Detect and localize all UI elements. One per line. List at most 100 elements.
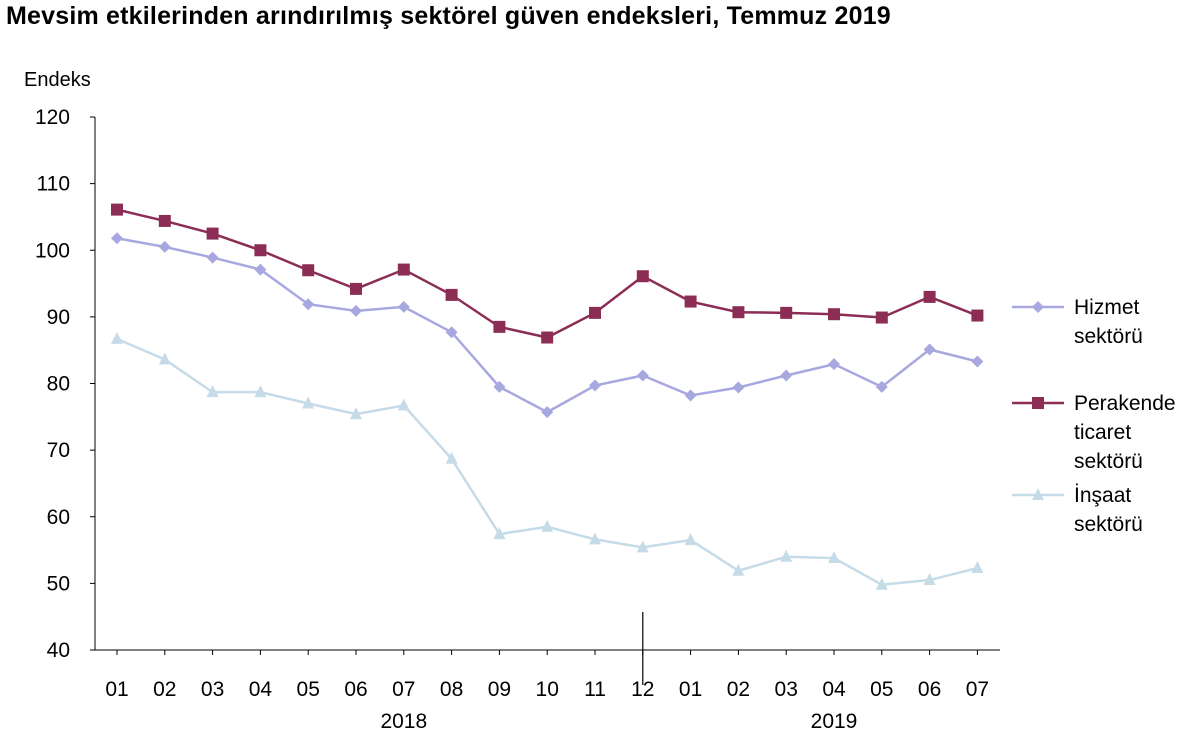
data-point-2 [971,561,984,574]
legend-label-1: sektörü [1074,450,1143,473]
data-point-0 [206,251,219,264]
data-point-1 [971,309,984,322]
legend-marker-2 [1032,488,1044,500]
data-point-1 [828,308,840,321]
x-tick-label: 05 [297,678,320,701]
x-tick-label: 12 [631,678,654,701]
data-point-2 [158,352,171,365]
x-year-label: 2019 [811,710,858,733]
data-point-0 [780,369,793,382]
data-point-1 [636,270,649,283]
data-point-0 [302,298,315,311]
data-point-0 [589,379,601,392]
x-tick-label: 11 [584,678,606,701]
data-point-1 [923,290,936,303]
data-point-2 [684,533,697,546]
data-point-2 [111,331,123,344]
legend-label-2: sektörü [1074,513,1143,536]
x-tick-label: 08 [440,678,463,701]
data-point-1 [493,320,506,333]
data-point-0 [445,326,458,339]
data-point-1 [158,214,171,227]
data-point-1 [397,263,410,276]
legend-label-0: Hizmet [1074,296,1140,319]
data-point-2 [875,577,888,590]
y-tick-label: 60 [47,506,70,529]
x-tick-label: 09 [488,678,511,701]
x-tick-label: 06 [918,678,941,701]
legend-label-2: İnşaat [1074,484,1131,507]
data-point-2 [206,385,219,398]
y-tick-label: 70 [47,439,70,462]
data-point-1 [875,311,888,324]
data-point-1 [732,306,745,319]
data-point-2 [636,540,649,553]
x-tick-label: 01 [679,678,702,701]
data-point-0 [254,263,267,276]
chart-title: Mevsim etkilerinden arındırılmış sektöre… [6,2,891,30]
data-point-1 [780,306,793,319]
legend-label-1: ticaret [1074,421,1131,444]
y-tick-label: 100 [35,239,70,262]
legend-marker-0 [1032,301,1044,313]
y-axis-label: Endeks [24,69,91,91]
x-tick-label: 02 [727,678,750,701]
x-tick-label: 07 [392,678,415,701]
data-point-2 [589,532,601,545]
series-line-1 [116,208,978,339]
x-tick-label: 04 [822,678,846,701]
y-tick-label: 120 [35,106,70,129]
data-point-1 [541,331,554,344]
legend-marker-1 [1032,397,1044,409]
x-tick-label: 06 [344,678,367,701]
x-tick-label: 02 [153,678,176,701]
data-point-0 [493,380,506,393]
data-point-1 [684,295,697,308]
data-point-0 [158,240,171,253]
x-tick-label: 03 [201,678,224,701]
series-line-2 [116,337,978,586]
data-point-1 [206,227,219,240]
data-point-0 [923,343,936,356]
data-point-2 [302,396,315,409]
data-point-2 [732,563,745,576]
x-year-label: 2018 [380,710,427,733]
y-tick-label: 110 [37,173,70,196]
y-tick-label: 40 [47,639,70,662]
data-point-2 [493,527,506,540]
x-tick-label: 10 [536,678,559,701]
data-point-2 [350,407,362,420]
data-point-2 [780,549,793,562]
data-point-0 [397,300,410,313]
data-point-2 [445,451,458,464]
data-point-0 [732,381,745,394]
data-point-0 [684,389,697,402]
y-tick-label: 50 [47,572,70,595]
data-point-2 [397,398,410,411]
data-point-0 [636,369,649,382]
x-tick-label: 03 [775,678,798,701]
y-tick-label: 90 [47,306,70,329]
x-tick-label: 01 [105,678,128,701]
data-point-1 [111,203,123,216]
data-point-0 [350,304,362,317]
series-line-0 [116,237,978,414]
data-point-0 [541,406,554,419]
x-tick-label: 05 [870,678,893,701]
legend-label-0: sektörü [1074,325,1143,348]
data-point-0 [971,355,984,368]
data-point-1 [302,264,315,277]
data-point-0 [828,358,840,371]
data-point-2 [541,519,554,532]
data-point-1 [445,288,458,301]
x-tick-label: 07 [966,678,989,701]
data-point-1 [254,244,267,257]
data-point-0 [111,232,123,245]
legend-label-1: Perakende [1074,392,1176,415]
data-point-2 [923,573,936,586]
data-point-0 [875,380,888,393]
x-tick-label: 04 [249,678,273,701]
data-point-2 [828,551,840,564]
data-point-1 [589,306,601,319]
